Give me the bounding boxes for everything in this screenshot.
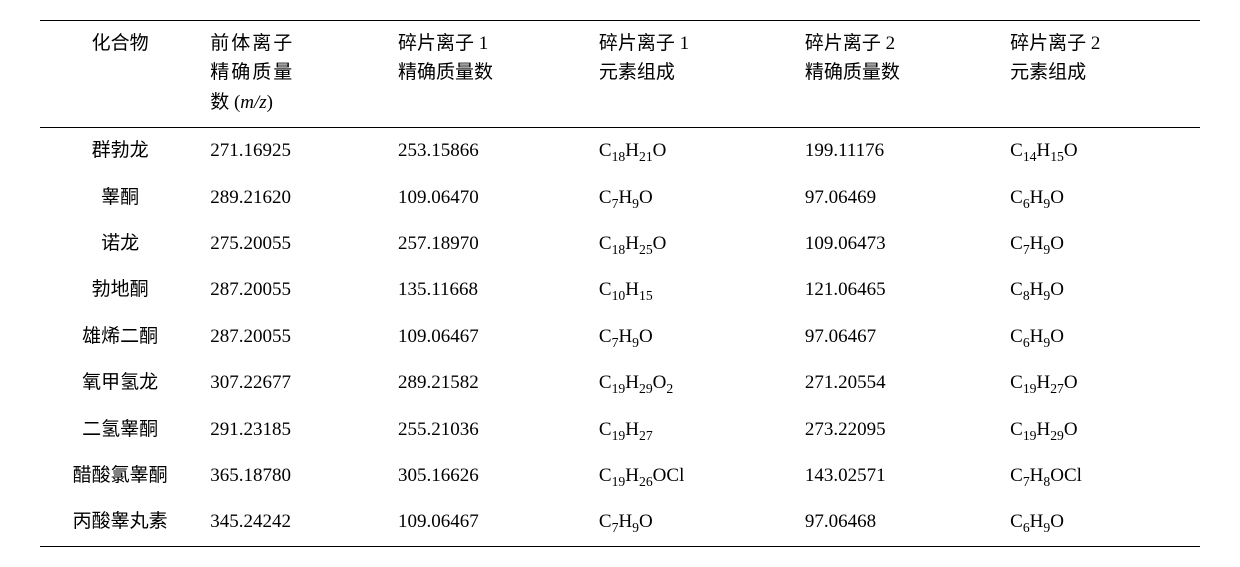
- cell-frag1-formula: C7H9O: [589, 499, 795, 546]
- header-text-line2: 精确质量数: [805, 62, 900, 83]
- cell-frag2-formula: C14H15O: [1000, 128, 1200, 175]
- table-row: 诺龙275.20055257.18970C18H25O109.06473C7H9…: [40, 221, 1200, 267]
- cell-frag2-formula: C7H9O: [1000, 221, 1200, 267]
- cell-frag1-mass: 253.15866: [388, 128, 589, 175]
- table-row: 勃地酮287.20055135.11668C10H15121.06465C8H9…: [40, 267, 1200, 313]
- cell-precursor: 289.21620: [200, 175, 388, 221]
- cell-compound: 睾酮: [40, 175, 200, 221]
- cell-precursor: 307.22677: [200, 360, 388, 406]
- cell-compound: 醋酸氯睾酮: [40, 453, 200, 499]
- header-text-line1: 碎片离子 2: [805, 33, 895, 54]
- cell-compound: 氧甲氢龙: [40, 360, 200, 406]
- header-precursor: 前体离子 精确质量 数 (m/z): [200, 21, 388, 128]
- cell-frag1-formula: C10H15: [589, 267, 795, 313]
- header-compound: 化合物: [40, 21, 200, 128]
- cell-frag2-mass: 97.06468: [795, 499, 1000, 546]
- cell-compound: 丙酸睾丸素: [40, 499, 200, 546]
- header-text-line1: 前体离子: [210, 33, 294, 54]
- cell-frag1-mass: 289.21582: [388, 360, 589, 406]
- cell-frag2-formula: C8H9O: [1000, 267, 1200, 313]
- cell-precursor: 271.16925: [200, 128, 388, 175]
- cell-frag2-formula: C7H8OCl: [1000, 453, 1200, 499]
- cell-frag1-mass: 109.06467: [388, 499, 589, 546]
- cell-frag2-mass: 97.06469: [795, 175, 1000, 221]
- cell-frag1-mass: 109.06467: [388, 314, 589, 360]
- table-row: 氧甲氢龙307.22677289.21582C19H29O2271.20554C…: [40, 360, 1200, 406]
- cell-frag1-mass: 257.18970: [388, 221, 589, 267]
- cell-precursor: 291.23185: [200, 407, 388, 453]
- cell-frag2-mass: 97.06467: [795, 314, 1000, 360]
- cell-frag2-mass: 273.22095: [795, 407, 1000, 453]
- header-frag2-formula: 碎片离子 2 元素组成: [1000, 21, 1200, 128]
- cell-compound: 勃地酮: [40, 267, 200, 313]
- cell-frag1-formula: C19H26OCl: [589, 453, 795, 499]
- table-header-row: 化合物 前体离子 精确质量 数 (m/z) 碎片离子 1 精确质量数 碎片离子 …: [40, 21, 1200, 128]
- cell-frag1-mass: 109.06470: [388, 175, 589, 221]
- cell-precursor: 345.24242: [200, 499, 388, 546]
- cell-frag1-mass: 135.11668: [388, 267, 589, 313]
- header-text-line2: 元素组成: [1010, 62, 1086, 83]
- cell-frag2-formula: C6H9O: [1000, 175, 1200, 221]
- cell-frag1-mass: 305.16626: [388, 453, 589, 499]
- table-row: 丙酸睾丸素345.24242109.06467C7H9O97.06468C6H9…: [40, 499, 1200, 546]
- cell-frag2-formula: C19H29O: [1000, 407, 1200, 453]
- cell-precursor: 275.20055: [200, 221, 388, 267]
- mass-spec-table: 化合物 前体离子 精确质量 数 (m/z) 碎片离子 1 精确质量数 碎片离子 …: [40, 20, 1200, 547]
- cell-frag1-formula: C18H25O: [589, 221, 795, 267]
- cell-compound: 雄烯二酮: [40, 314, 200, 360]
- cell-precursor: 365.18780: [200, 453, 388, 499]
- cell-frag1-mass: 255.21036: [388, 407, 589, 453]
- cell-frag2-mass: 143.02571: [795, 453, 1000, 499]
- cell-frag2-mass: 109.06473: [795, 221, 1000, 267]
- table-row: 醋酸氯睾酮365.18780305.16626C19H26OCl143.0257…: [40, 453, 1200, 499]
- header-text-line2: 精确质量: [210, 62, 294, 83]
- header-text-line2: 精确质量数: [398, 62, 493, 83]
- cell-frag2-formula: C19H27O: [1000, 360, 1200, 406]
- header-text-line1: 碎片离子 1: [599, 33, 689, 54]
- table-row: 群勃龙271.16925253.15866C18H21O199.11176C14…: [40, 128, 1200, 175]
- table-body: 群勃龙271.16925253.15866C18H21O199.11176C14…: [40, 128, 1200, 547]
- header-text-line1: 碎片离子 1: [398, 33, 488, 54]
- cell-precursor: 287.20055: [200, 267, 388, 313]
- cell-frag1-formula: C7H9O: [589, 314, 795, 360]
- cell-precursor: 287.20055: [200, 314, 388, 360]
- cell-frag1-formula: C7H9O: [589, 175, 795, 221]
- table-row: 雄烯二酮287.20055109.06467C7H9O97.06467C6H9O: [40, 314, 1200, 360]
- cell-frag2-mass: 271.20554: [795, 360, 1000, 406]
- table-row: 二氢睾酮291.23185255.21036C19H27273.22095C19…: [40, 407, 1200, 453]
- header-text-line3: 数 (m/z): [210, 92, 273, 113]
- cell-frag2-mass: 121.06465: [795, 267, 1000, 313]
- header-frag2-mass: 碎片离子 2 精确质量数: [795, 21, 1000, 128]
- table-row: 睾酮289.21620109.06470C7H9O97.06469C6H9O: [40, 175, 1200, 221]
- cell-frag2-formula: C6H9O: [1000, 499, 1200, 546]
- cell-frag2-formula: C6H9O: [1000, 314, 1200, 360]
- header-text: 化合物: [92, 33, 149, 54]
- cell-frag1-formula: C18H21O: [589, 128, 795, 175]
- header-frag1-mass: 碎片离子 1 精确质量数: [388, 21, 589, 128]
- cell-frag1-formula: C19H29O2: [589, 360, 795, 406]
- cell-compound: 群勃龙: [40, 128, 200, 175]
- header-text-line1: 碎片离子 2: [1010, 33, 1100, 54]
- header-frag1-formula: 碎片离子 1 元素组成: [589, 21, 795, 128]
- cell-compound: 二氢睾酮: [40, 407, 200, 453]
- cell-frag2-mass: 199.11176: [795, 128, 1000, 175]
- cell-frag1-formula: C19H27: [589, 407, 795, 453]
- cell-compound: 诺龙: [40, 221, 200, 267]
- header-text-line2: 元素组成: [599, 62, 675, 83]
